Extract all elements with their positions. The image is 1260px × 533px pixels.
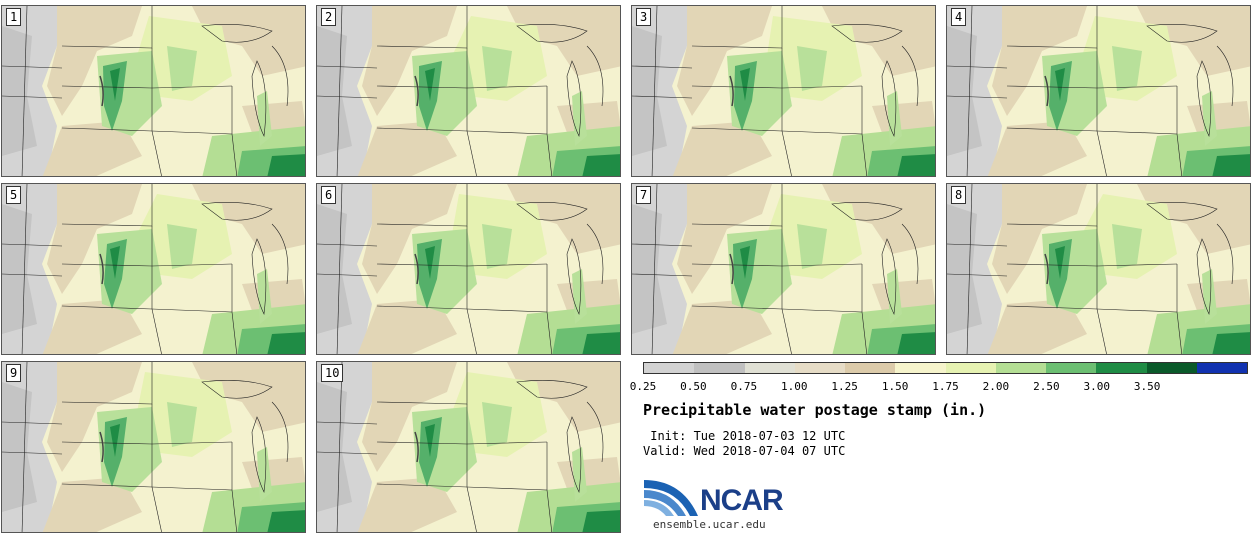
colorbar-tick: 0.75 xyxy=(730,380,758,393)
colorbar-segment-7 xyxy=(995,363,1046,373)
member-label: 4 xyxy=(951,8,967,26)
colorbar-tick: 1.75 xyxy=(932,380,959,393)
logo-url[interactable]: ensemble.ucar.edu xyxy=(653,518,766,531)
colorbar-segment-4 xyxy=(845,363,896,373)
colorbar-segment-8 xyxy=(1046,363,1097,373)
colorbar-segment-11 xyxy=(1196,363,1247,373)
member-label: 9 xyxy=(6,364,22,382)
colorbar-tick: 1.50 xyxy=(881,380,909,393)
colorbar-tick: 1.00 xyxy=(781,380,808,393)
member-label: 3 xyxy=(636,8,652,26)
colorbar-segment-5 xyxy=(895,363,946,373)
ensemble-member-panel-3: 3 xyxy=(631,5,936,177)
colorbar-tick: 2.50 xyxy=(1033,380,1060,393)
colorbar-tick: 2.00 xyxy=(982,380,1010,393)
ensemble-member-panel-6: 6 xyxy=(316,183,621,355)
init-time: Init: Tue 2018-07-03 12 UTC xyxy=(643,429,846,443)
colorbar-segment-9 xyxy=(1096,363,1147,373)
member-label: 2 xyxy=(321,8,337,26)
colorbar-segment-1 xyxy=(694,363,745,373)
member-label: 6 xyxy=(321,186,337,204)
colorbar-tick: 0.50 xyxy=(680,380,707,393)
ensemble-member-panel-2: 2 xyxy=(316,5,621,177)
chart-title: Precipitable water postage stamp (in.) xyxy=(643,401,987,419)
colorbar-tick: 3.50 xyxy=(1133,380,1161,393)
ensemble-member-panel-5: 5 xyxy=(1,183,306,355)
logo-text: NCAR xyxy=(700,484,784,517)
ensemble-member-panel-9: 9 xyxy=(1,361,306,533)
ncar-logo-icon xyxy=(644,480,698,516)
member-label: 8 xyxy=(951,186,967,204)
member-label: 1 xyxy=(6,8,22,26)
colorbar-tick: 1.25 xyxy=(831,380,858,393)
ensemble-member-panel-1: 1 xyxy=(1,5,306,177)
ensemble-member-panel-4: 4 xyxy=(946,5,1251,177)
colorbar-tick: 0.25 xyxy=(629,380,657,393)
member-label: 7 xyxy=(636,186,652,204)
colorbar-segment-2 xyxy=(744,363,795,373)
member-label: 5 xyxy=(6,186,22,204)
ensemble-member-panel-7: 7 xyxy=(631,183,936,355)
colorbar xyxy=(643,362,1248,374)
valid-time: Valid: Wed 2018-07-04 07 UTC xyxy=(643,444,846,458)
colorbar-tick: 3.00 xyxy=(1083,380,1111,393)
ensemble-member-panel-8: 8 xyxy=(946,183,1251,355)
colorbar-segment-6 xyxy=(945,363,996,373)
colorbar-segment-3 xyxy=(794,363,845,373)
colorbar-segment-10 xyxy=(1146,363,1197,373)
ensemble-member-panel-10: 10 xyxy=(316,361,621,533)
colorbar-segment-0 xyxy=(644,363,695,373)
member-label: 10 xyxy=(321,364,344,382)
